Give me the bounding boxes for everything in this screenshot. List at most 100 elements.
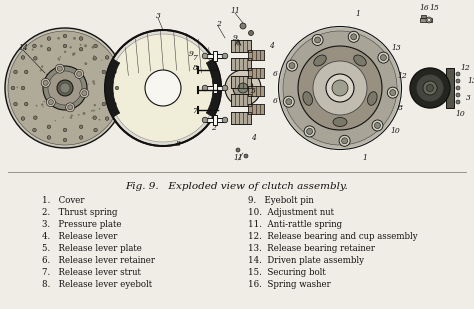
Circle shape [240, 23, 246, 29]
Text: 1: 1 [356, 10, 360, 18]
Circle shape [11, 86, 15, 90]
Text: 3.   Pressure plate: 3. Pressure plate [42, 220, 121, 229]
Bar [420, 18, 432, 22]
Text: 3: 3 [465, 94, 470, 102]
Circle shape [417, 75, 443, 101]
Text: 5.   Release lever plate: 5. Release lever plate [42, 244, 142, 253]
Bar [231, 58, 251, 70]
Text: 8.   Release lever eyebolt: 8. Release lever eyebolt [42, 280, 152, 289]
Circle shape [304, 126, 315, 137]
Circle shape [109, 95, 111, 96]
Bar [248, 68, 264, 78]
Bar [205, 86, 225, 90]
Circle shape [72, 53, 74, 56]
Text: 16: 16 [419, 4, 429, 12]
Circle shape [222, 85, 228, 91]
Bar [213, 115, 217, 125]
Circle shape [41, 103, 44, 106]
Text: 13: 13 [391, 44, 401, 52]
Circle shape [313, 61, 367, 115]
Circle shape [326, 74, 354, 102]
Text: 2: 2 [210, 124, 216, 132]
Bar [231, 76, 251, 88]
Circle shape [105, 117, 109, 121]
Circle shape [57, 37, 60, 40]
Circle shape [307, 129, 312, 134]
Circle shape [80, 89, 89, 98]
Circle shape [8, 31, 122, 145]
Text: 16.  Spring washer: 16. Spring washer [248, 280, 331, 289]
Circle shape [55, 64, 64, 73]
Circle shape [115, 86, 119, 90]
Text: 1: 1 [363, 154, 367, 162]
Circle shape [41, 78, 50, 87]
Bar [231, 94, 251, 106]
Circle shape [456, 100, 460, 104]
Circle shape [57, 57, 59, 59]
Text: 1.   Cover: 1. Cover [42, 196, 84, 205]
Circle shape [423, 81, 437, 95]
Text: 4: 4 [269, 42, 273, 50]
Circle shape [91, 117, 93, 118]
Circle shape [34, 116, 37, 120]
Circle shape [315, 37, 320, 43]
Circle shape [99, 108, 100, 110]
Ellipse shape [303, 92, 312, 105]
Circle shape [93, 83, 95, 85]
Circle shape [372, 120, 383, 131]
Circle shape [222, 53, 228, 59]
Text: 10: 10 [390, 127, 400, 135]
Circle shape [332, 80, 348, 96]
Circle shape [102, 70, 106, 74]
Circle shape [48, 71, 82, 105]
Bar [421, 15, 426, 18]
Text: 9.   Eyebolt pin: 9. Eyebolt pin [248, 196, 314, 205]
Circle shape [108, 102, 111, 104]
Circle shape [456, 93, 460, 97]
Circle shape [70, 46, 72, 49]
Circle shape [46, 74, 48, 75]
Text: 6.   Release lever retainer: 6. Release lever retainer [42, 256, 155, 265]
Circle shape [24, 102, 28, 106]
Circle shape [342, 138, 347, 144]
Circle shape [105, 86, 109, 90]
Bar [248, 104, 264, 114]
Circle shape [286, 60, 298, 71]
Text: 13: 13 [467, 77, 474, 85]
Ellipse shape [333, 117, 347, 126]
Wedge shape [206, 59, 221, 117]
Circle shape [244, 154, 248, 158]
Circle shape [101, 60, 102, 61]
Circle shape [93, 110, 95, 112]
Circle shape [348, 31, 359, 42]
Circle shape [387, 87, 398, 98]
Circle shape [63, 44, 67, 48]
Circle shape [44, 101, 45, 102]
Circle shape [79, 37, 83, 40]
Wedge shape [105, 59, 120, 117]
Text: 14: 14 [18, 44, 28, 52]
Text: 7: 7 [192, 107, 198, 115]
Circle shape [84, 44, 87, 47]
Circle shape [46, 98, 55, 107]
Bar [213, 51, 217, 61]
Circle shape [33, 44, 36, 48]
Bar [248, 86, 264, 96]
Bar [205, 54, 225, 58]
Text: 7.   Release lever strut: 7. Release lever strut [42, 268, 141, 277]
Circle shape [202, 117, 208, 123]
Circle shape [63, 117, 64, 118]
Circle shape [102, 102, 106, 106]
Circle shape [233, 78, 253, 98]
Circle shape [202, 53, 208, 59]
Text: 12: 12 [397, 72, 407, 80]
Circle shape [99, 119, 100, 121]
Circle shape [5, 28, 125, 148]
Circle shape [73, 37, 76, 40]
Circle shape [14, 102, 18, 106]
Circle shape [34, 57, 37, 60]
Circle shape [57, 80, 73, 96]
Circle shape [43, 66, 87, 110]
Circle shape [298, 46, 382, 130]
Bar [446, 68, 454, 108]
